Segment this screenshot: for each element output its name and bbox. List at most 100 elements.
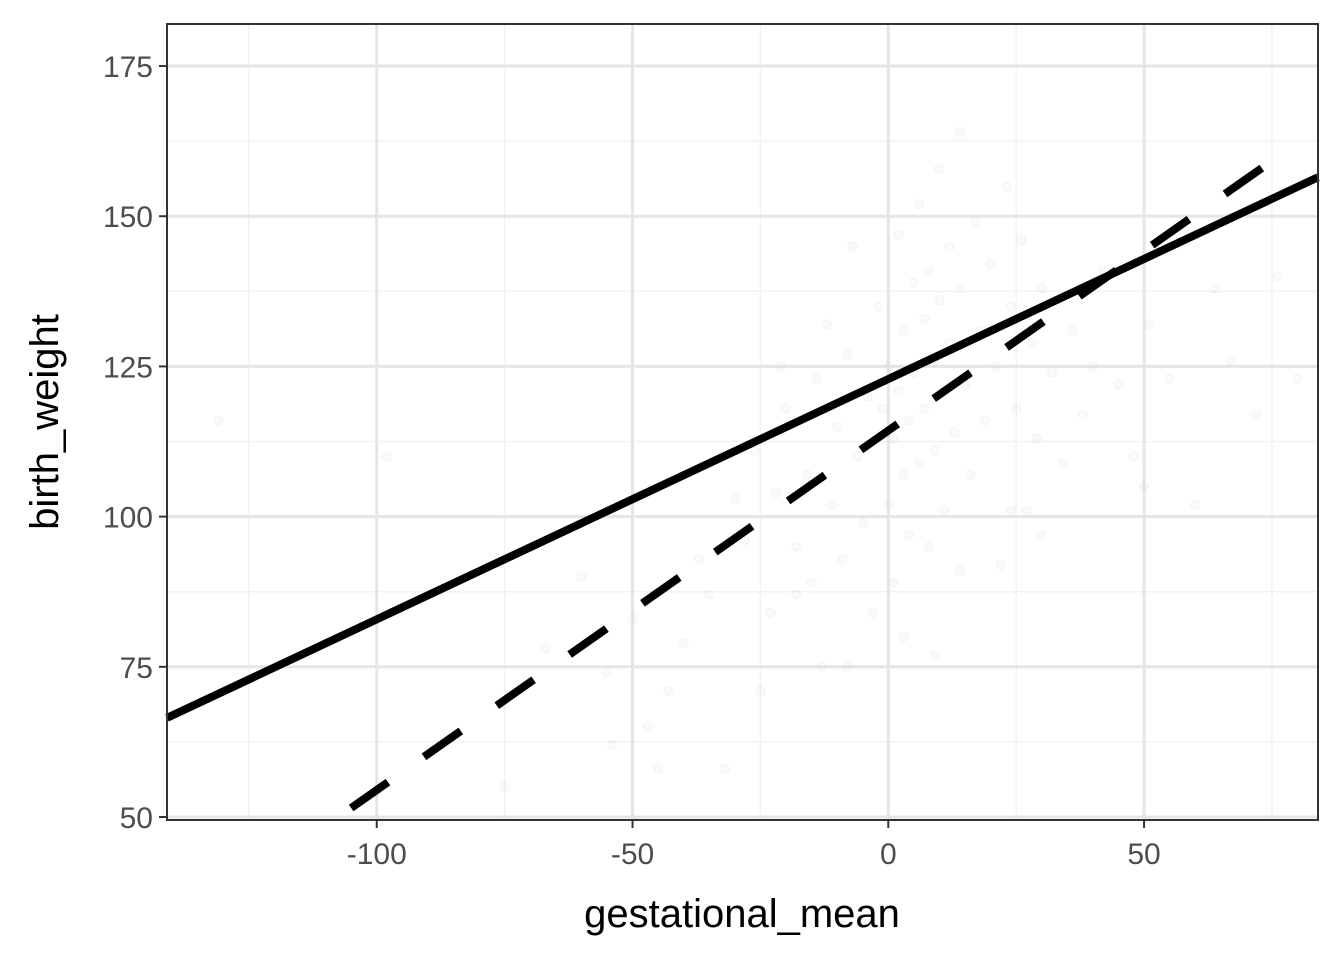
data-point bbox=[1026, 337, 1037, 348]
scatter-points bbox=[213, 127, 1303, 792]
data-point bbox=[770, 487, 781, 498]
data-point bbox=[980, 415, 991, 426]
data-point bbox=[852, 451, 863, 462]
data-point bbox=[816, 661, 827, 672]
data-point bbox=[1272, 271, 1283, 282]
data-point bbox=[811, 373, 822, 384]
data-point bbox=[939, 505, 950, 516]
data-point bbox=[601, 667, 612, 678]
y-axis-title: birth_weight bbox=[23, 314, 67, 530]
data-point bbox=[780, 403, 791, 414]
data-point bbox=[873, 301, 884, 312]
data-point bbox=[924, 541, 935, 552]
data-point bbox=[755, 685, 766, 696]
data-point bbox=[888, 577, 899, 588]
data-point bbox=[694, 553, 705, 564]
x-axis-title: gestational_mean bbox=[584, 892, 900, 936]
data-point bbox=[903, 415, 914, 426]
data-point bbox=[740, 535, 751, 546]
grid-major bbox=[167, 24, 1318, 820]
data-point bbox=[949, 427, 960, 438]
data-point bbox=[913, 457, 924, 468]
data-point bbox=[1128, 451, 1139, 462]
data-point bbox=[954, 565, 965, 576]
data-point bbox=[837, 553, 848, 564]
data-point bbox=[1057, 457, 1068, 468]
data-point bbox=[1087, 361, 1098, 372]
data-point bbox=[970, 217, 981, 228]
data-point bbox=[607, 739, 618, 750]
data-point bbox=[842, 349, 853, 360]
data-point bbox=[791, 589, 802, 600]
data-point bbox=[1036, 529, 1047, 540]
plot-panel bbox=[167, 24, 1318, 820]
data-point bbox=[1077, 409, 1088, 420]
data-point bbox=[878, 403, 889, 414]
data-point bbox=[990, 361, 1001, 372]
data-point bbox=[903, 529, 914, 540]
data-point bbox=[1144, 319, 1155, 330]
y-tick-label: 125 bbox=[103, 351, 153, 384]
grid-minor bbox=[167, 24, 1318, 820]
data-point bbox=[944, 241, 955, 252]
data-point bbox=[888, 433, 899, 444]
data-point bbox=[1190, 499, 1201, 510]
data-point bbox=[898, 631, 909, 642]
data-point bbox=[893, 229, 904, 240]
x-tick-label: -100 bbox=[347, 838, 407, 871]
data-point bbox=[898, 325, 909, 336]
data-point bbox=[729, 493, 740, 504]
data-point bbox=[954, 127, 965, 138]
data-point bbox=[842, 661, 853, 672]
data-point bbox=[995, 559, 1006, 570]
data-point bbox=[821, 319, 832, 330]
data-point bbox=[847, 241, 858, 252]
data-point bbox=[908, 277, 919, 288]
data-point bbox=[934, 295, 945, 306]
data-point bbox=[1011, 403, 1022, 414]
solid-fit-line bbox=[165, 173, 1320, 722]
data-point bbox=[801, 469, 812, 480]
data-point bbox=[954, 283, 965, 294]
data-point bbox=[750, 445, 761, 456]
data-point bbox=[540, 643, 551, 654]
data-point bbox=[791, 541, 802, 552]
data-point bbox=[883, 499, 894, 510]
x-axis: -100 -50 0 50 bbox=[347, 820, 1161, 871]
data-point bbox=[1113, 379, 1124, 390]
data-point bbox=[499, 781, 510, 792]
data-point bbox=[1036, 283, 1047, 294]
data-point bbox=[898, 469, 909, 480]
data-point bbox=[867, 607, 878, 618]
data-point bbox=[883, 361, 894, 372]
x-tick-label: -50 bbox=[611, 838, 654, 871]
data-point bbox=[213, 415, 224, 426]
data-point bbox=[893, 385, 904, 396]
data-point bbox=[381, 451, 392, 462]
data-point bbox=[929, 445, 940, 456]
data-point bbox=[576, 571, 587, 582]
data-point bbox=[1292, 373, 1303, 384]
data-point bbox=[913, 199, 924, 210]
data-point bbox=[806, 577, 817, 588]
data-point bbox=[965, 469, 976, 480]
data-point bbox=[1226, 355, 1237, 366]
data-point bbox=[1021, 505, 1032, 516]
data-point bbox=[1046, 367, 1057, 378]
data-point bbox=[627, 613, 638, 624]
data-point bbox=[919, 403, 930, 414]
dashed-fit-line bbox=[348, 146, 1290, 812]
y-tick-label: 50 bbox=[120, 802, 153, 835]
data-point bbox=[775, 361, 786, 372]
x-tick-label: 50 bbox=[1127, 838, 1160, 871]
data-point bbox=[1016, 235, 1027, 246]
data-point bbox=[1006, 505, 1017, 516]
y-tick-label: 175 bbox=[103, 51, 153, 84]
panel-border bbox=[166, 23, 1319, 821]
data-point bbox=[765, 607, 776, 618]
data-point bbox=[704, 589, 715, 600]
data-point bbox=[719, 763, 730, 774]
y-axis: 50 75 100 125 150 175 bbox=[103, 51, 167, 835]
data-point bbox=[857, 517, 868, 528]
